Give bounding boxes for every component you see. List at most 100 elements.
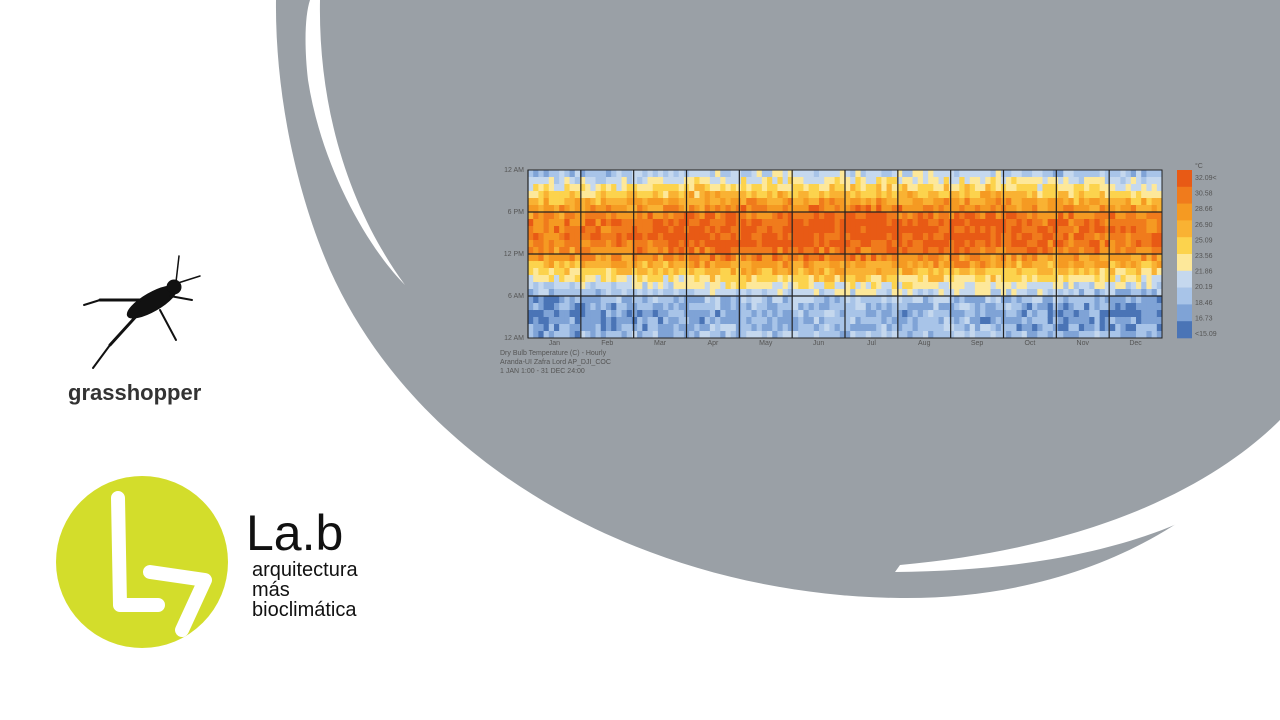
heat-cell — [631, 303, 638, 311]
heat-cell — [528, 233, 534, 241]
heat-cell — [756, 233, 763, 241]
heat-cell — [793, 184, 799, 192]
heat-cell — [948, 233, 955, 241]
heat-cell — [1125, 219, 1132, 227]
heat-cell — [652, 289, 659, 297]
heat-cell — [1037, 289, 1043, 297]
heat-cell — [652, 331, 659, 339]
heat-cell — [735, 177, 742, 185]
heat-cell — [642, 219, 648, 227]
month-label: Dec — [1129, 340, 1142, 347]
heat-cell — [569, 303, 576, 311]
heat-cell — [637, 205, 643, 213]
heat-cell — [824, 226, 830, 234]
heat-cell — [1058, 191, 1064, 199]
heat-cell — [579, 310, 586, 318]
heat-cell — [761, 219, 768, 227]
heat-cell — [1136, 310, 1142, 318]
heat-cell — [1073, 275, 1080, 283]
heat-cell — [1115, 233, 1121, 241]
heat-cell — [808, 247, 815, 255]
heat-cell — [746, 254, 752, 262]
heat-cell — [834, 184, 841, 192]
heat-cell — [605, 268, 612, 276]
heat-cell — [1021, 310, 1028, 318]
heat-cell — [1058, 261, 1064, 269]
heat-cell — [1110, 184, 1116, 192]
heat-cell — [787, 331, 794, 339]
heat-cell — [829, 268, 836, 276]
heat-cell — [1026, 303, 1033, 311]
heat-cell — [1089, 240, 1095, 248]
heat-cell — [777, 324, 784, 332]
heat-cell — [564, 240, 570, 248]
heat-cell — [1089, 212, 1095, 220]
heat-cell — [860, 254, 867, 262]
heat-cell — [538, 289, 544, 297]
heat-cell — [678, 205, 685, 213]
heat-cell — [528, 219, 534, 227]
heat-cell — [855, 254, 861, 262]
heat-cell — [891, 310, 898, 318]
heat-cell — [798, 240, 804, 248]
heat-cell — [1042, 331, 1049, 339]
heat-cell — [616, 254, 622, 262]
heat-cell — [985, 198, 991, 206]
heat-cell — [917, 212, 924, 220]
heat-cell — [1068, 282, 1075, 290]
heat-cell — [1094, 205, 1101, 213]
heat-cell — [1110, 191, 1116, 199]
heat-cell — [1156, 177, 1163, 185]
heat-cell — [1047, 275, 1054, 283]
heat-cell — [1104, 198, 1111, 206]
heat-cell — [1146, 254, 1153, 262]
heat-cell — [1151, 198, 1158, 206]
heat-cell — [756, 289, 763, 297]
heat-cell — [605, 198, 612, 206]
heat-cell — [1026, 247, 1033, 255]
heat-cell — [600, 310, 607, 318]
heat-cell — [834, 310, 841, 318]
heat-cell — [1084, 184, 1090, 192]
heat-cell — [829, 324, 836, 332]
heat-cell — [767, 205, 773, 213]
heat-cell — [652, 226, 659, 234]
heat-cell — [1104, 317, 1111, 325]
month-label: Jan — [549, 340, 560, 347]
heat-cell — [543, 191, 550, 199]
heat-cell — [548, 296, 555, 304]
heat-cell — [902, 289, 908, 297]
heat-cell — [600, 324, 607, 332]
heat-cell — [845, 310, 851, 318]
heat-cell — [761, 205, 768, 213]
heat-cell — [709, 331, 716, 339]
heat-cell — [657, 296, 664, 304]
heat-cell — [876, 191, 882, 199]
heat-cell — [1136, 275, 1142, 283]
heat-cell — [590, 296, 596, 304]
heat-cell — [954, 254, 960, 262]
heat-cell — [1136, 282, 1142, 290]
heat-cell — [1037, 261, 1043, 269]
heat-cell — [579, 247, 586, 255]
heat-cell — [1052, 324, 1059, 332]
heat-cell — [605, 240, 612, 248]
heat-cell — [1110, 254, 1116, 262]
heat-cell — [704, 275, 711, 283]
heat-cell — [657, 205, 664, 213]
heat-cell — [1063, 268, 1069, 276]
heat-cell — [699, 247, 706, 255]
heat-cell — [948, 170, 955, 178]
heat-cell — [969, 289, 976, 297]
heat-cell — [974, 170, 981, 178]
heat-cell — [850, 275, 856, 283]
heat-cell — [896, 233, 903, 241]
heat-cell — [538, 268, 544, 276]
heat-cell — [933, 324, 939, 332]
heat-cell — [772, 331, 778, 339]
heat-cell — [922, 268, 929, 276]
legend-swatch — [1177, 203, 1192, 221]
heat-cell — [787, 261, 794, 269]
heat-cell — [1063, 282, 1069, 290]
heat-cell — [579, 240, 586, 248]
